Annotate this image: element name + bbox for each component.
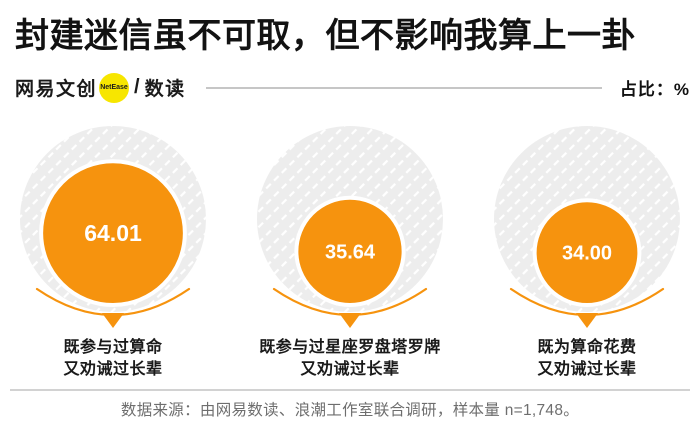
netease-logo-badge: NetEase xyxy=(99,72,130,103)
page-title: 封建迷信虽不可取，但不影响我算上一卦 xyxy=(15,17,636,55)
header-divider xyxy=(205,86,602,89)
value-bubble xyxy=(294,195,406,307)
unit-label: 占比：% xyxy=(619,80,690,99)
channel-name: 数读 xyxy=(144,79,186,100)
bubble-value: 64.01 xyxy=(84,220,142,246)
footer-divider xyxy=(10,389,690,391)
bubble-value: 35.64 xyxy=(325,241,376,263)
bubble-label: 既参与过算命 xyxy=(63,337,163,356)
brand-header: 网易文创 NetEase / 数读 占比：% xyxy=(15,71,690,104)
pointer-triangle-icon xyxy=(576,313,598,328)
bubble-label: 又劝诫过长辈 xyxy=(299,359,399,378)
bubble-value: 34.00 xyxy=(562,243,612,265)
netease-badge-label: NetEase xyxy=(100,84,128,91)
value-bubble xyxy=(39,159,187,308)
bubble-label: 既为算命花费 xyxy=(537,337,636,356)
value-bubble xyxy=(532,198,642,307)
brand-logo-text: 网易文创 xyxy=(15,79,98,100)
brand-separator: / xyxy=(134,76,140,98)
bubble-label: 既参与过星座罗盘塔罗牌 xyxy=(259,337,441,356)
bubble-label: 又劝诫过长辈 xyxy=(536,359,636,378)
source-note: 数据来源：由网易数读、浪潮工作室联合调研，样本量 n=1,748。 xyxy=(120,402,580,419)
pointer-triangle-icon xyxy=(102,313,124,328)
bubble-label: 又劝诫过长辈 xyxy=(62,359,162,378)
pointer-triangle-icon xyxy=(339,313,361,328)
